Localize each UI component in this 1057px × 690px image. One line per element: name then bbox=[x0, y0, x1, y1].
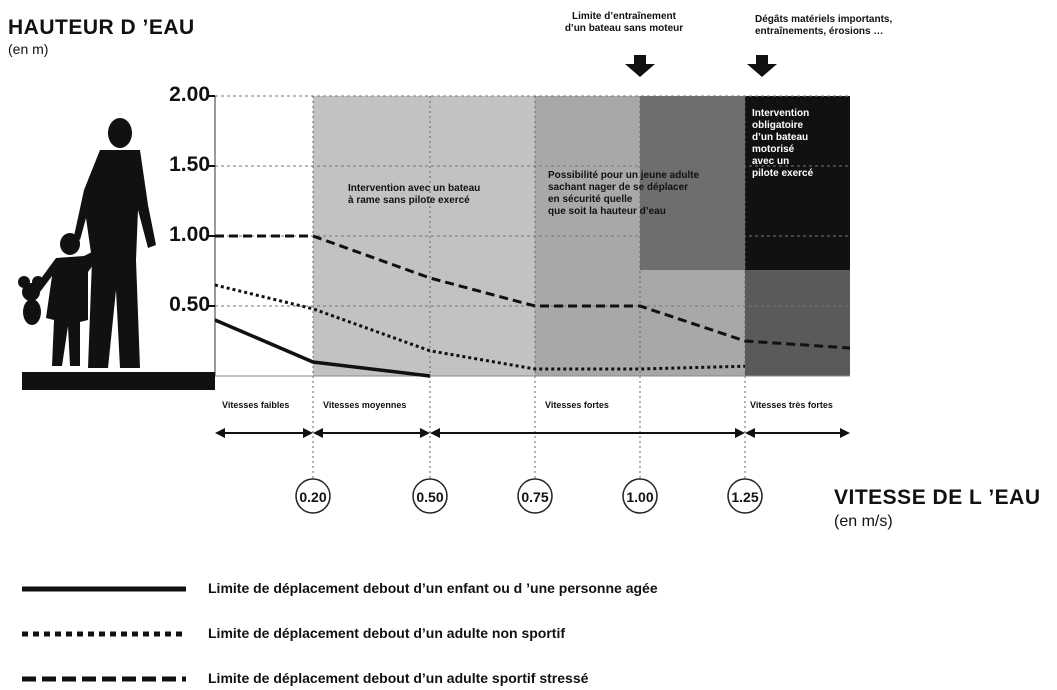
zone-rowing-boat-label: Intervention avec un bateau à rame sans … bbox=[348, 183, 518, 207]
zone-label-line: en sécurité quelle bbox=[548, 194, 633, 205]
x-tick-label: 1.00 bbox=[626, 489, 654, 505]
zone-motor-boat-lower bbox=[745, 270, 850, 376]
x-axis-title: VITESSE DE L ’EAU bbox=[834, 486, 1041, 509]
arrowhead-icon bbox=[745, 428, 755, 438]
arrowhead-icon bbox=[735, 428, 745, 438]
arrowhead-icon bbox=[430, 428, 440, 438]
zone-label-line: sachant nager de se déplacer bbox=[548, 182, 689, 193]
y-tick-label: 0.50 bbox=[169, 293, 210, 316]
series-line-solid bbox=[214, 318, 431, 378]
child-head bbox=[60, 233, 80, 255]
adult-head bbox=[108, 118, 132, 148]
velocity-tick-circle bbox=[295, 478, 331, 514]
arrowhead-icon bbox=[840, 428, 850, 438]
arrowhead-icon bbox=[215, 428, 225, 438]
zone-label-line: Possibilité pour un jeune adulte bbox=[548, 170, 700, 181]
damage-note: Dégâts matériels importants, entraînemen… bbox=[755, 14, 955, 38]
people-silhouette-icon bbox=[18, 118, 156, 368]
x-tick-label: 0.75 bbox=[521, 489, 549, 505]
y-axis-unit: (en m) bbox=[8, 41, 49, 57]
speed-class-label: Vitesses moyennes bbox=[323, 400, 407, 410]
zone-label-line: avec un bbox=[752, 156, 790, 167]
y-tick-label: 1.50 bbox=[169, 153, 210, 176]
speed-range-arrows bbox=[215, 428, 850, 438]
down-arrow-icon bbox=[625, 55, 655, 77]
vertical-gridlines bbox=[312, 96, 746, 482]
series-line-dashed bbox=[215, 234, 851, 350]
teddy-head bbox=[22, 283, 40, 301]
boat-limit-note: Limite d’entraînement d’un bateau sans m… bbox=[504, 11, 744, 35]
y-tick-marks bbox=[207, 95, 215, 307]
arrowhead-icon bbox=[420, 428, 430, 438]
zone-label-line: Intervention bbox=[752, 108, 810, 119]
velocity-tick-circle bbox=[517, 478, 553, 514]
y-tick-label: 2.00 bbox=[169, 83, 210, 106]
x-tick-label: 0.20 bbox=[299, 489, 327, 505]
zone-label-line: d’un bateau bbox=[752, 132, 809, 143]
speed-class-label: Vitesses fortes bbox=[545, 400, 609, 410]
arrowhead-icon bbox=[303, 428, 313, 438]
horizontal-gridlines bbox=[215, 95, 850, 307]
data-lines bbox=[214, 234, 851, 378]
zone-label-line: à rame sans pilote exercé bbox=[348, 195, 470, 206]
boat-limit-note-line: Limite d’entraînement bbox=[572, 11, 676, 22]
zone-boat-limit-upper bbox=[640, 96, 745, 270]
zone-label-line: obligatoire bbox=[752, 120, 804, 131]
velocity-tick-circle bbox=[622, 478, 658, 514]
zone-rowing-boat bbox=[313, 96, 535, 376]
teddy-body bbox=[23, 299, 41, 325]
velocity-tick-circle bbox=[727, 478, 763, 514]
down-arrow-icon bbox=[747, 55, 777, 77]
speed-class-label: Vitesses faibles bbox=[222, 400, 290, 410]
x-axis-unit: (en m/s) bbox=[834, 513, 893, 530]
series-line-dotted bbox=[214, 283, 746, 371]
damage-note-line: Dégâts matériels importants, bbox=[755, 14, 893, 25]
boat-limit-note-line: d’un bateau sans moteur bbox=[564, 23, 684, 34]
zone-motor-boat-label: Intervention obligatoire d’un bateau mot… bbox=[752, 108, 852, 180]
adult-body bbox=[74, 150, 156, 368]
legend-item-athlete: Limite de déplacement debout d’un adulte… bbox=[208, 670, 589, 686]
damage-note-line: entraînements, érosions … bbox=[755, 26, 884, 37]
zone-young-adult-label: Possibilité pour un jeune adulte sachant… bbox=[548, 170, 758, 218]
speed-class-label: Vitesses très fortes bbox=[750, 400, 833, 410]
x-tick-label: 1.25 bbox=[731, 489, 759, 505]
ground-base bbox=[22, 372, 215, 390]
velocity-tick-circles bbox=[295, 478, 763, 514]
velocity-tick-circle bbox=[412, 478, 448, 514]
legend-item-child: Limite de déplacement debout d’un enfant… bbox=[208, 580, 658, 596]
zone-label-line: Intervention avec un bateau bbox=[348, 183, 481, 194]
zone-label-line: pilote exercé bbox=[752, 168, 814, 179]
y-tick-label: 1.00 bbox=[169, 223, 210, 246]
zone-label-line: que soit la hauteur d’eau bbox=[548, 206, 666, 217]
child-body bbox=[34, 250, 98, 366]
arrowhead-icon bbox=[313, 428, 323, 438]
zone-motor-boat-upper bbox=[745, 96, 850, 270]
legend-item-adult: Limite de déplacement debout d’un adulte… bbox=[208, 625, 566, 641]
x-tick-label: 0.50 bbox=[416, 489, 444, 505]
zone-label-line: motorisé bbox=[752, 144, 795, 155]
y-axis-title: HAUTEUR D ’EAU bbox=[8, 16, 195, 39]
